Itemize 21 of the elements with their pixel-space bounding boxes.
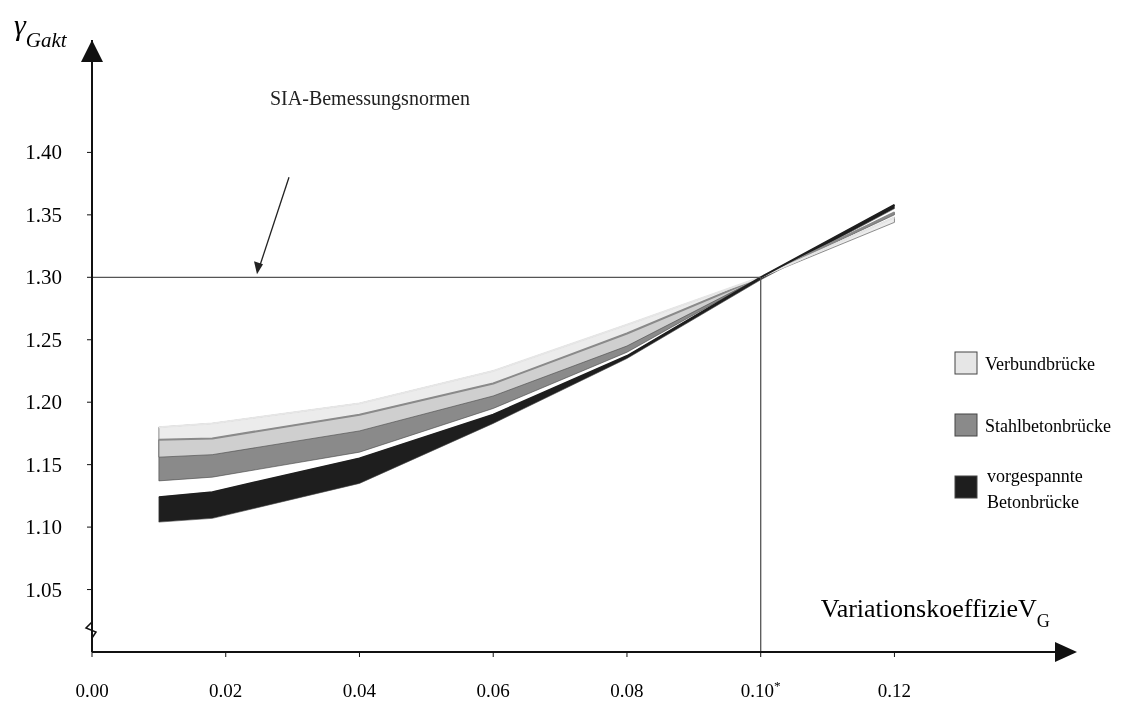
x-tick-label: 0.06 (476, 680, 510, 701)
x-tick-label: 0.12 (877, 680, 912, 701)
annotation: SIA-Bemessungsnormen (270, 87, 470, 110)
y-tick-label: 1.40 (25, 140, 62, 165)
legend-label: Verbundbrücke (985, 354, 1095, 374)
y-axis-title: γ$_{Gakt}$ (14, 8, 68, 52)
y-tick-label: 1.30 (25, 265, 62, 290)
legend-label: vorgespannte Betonbrücke (987, 466, 1083, 512)
y-tick-label: 1.15 (25, 452, 62, 477)
x-axis-title: VariationskoeffizieV$_{G}$ (820, 594, 1050, 631)
x-tick-label: 0.10$^{*}$ (740, 677, 781, 701)
x-tick-label: 0.02 (209, 680, 243, 701)
x-tick-label: 0.04 (342, 680, 377, 701)
y-tick-label: 1.25 (25, 327, 62, 352)
y-tick-label: 1.10 (25, 515, 62, 540)
x-tick-label: 0.00 (75, 680, 109, 701)
y-tick-label: 1.20 (25, 390, 62, 415)
y-tick-label: 1.05 (25, 577, 62, 602)
y-tick-label: 1.35 (25, 202, 62, 227)
legend-label: Stahlbetonbrücke (985, 416, 1111, 436)
x-tick-label: 0.08 (610, 680, 644, 701)
